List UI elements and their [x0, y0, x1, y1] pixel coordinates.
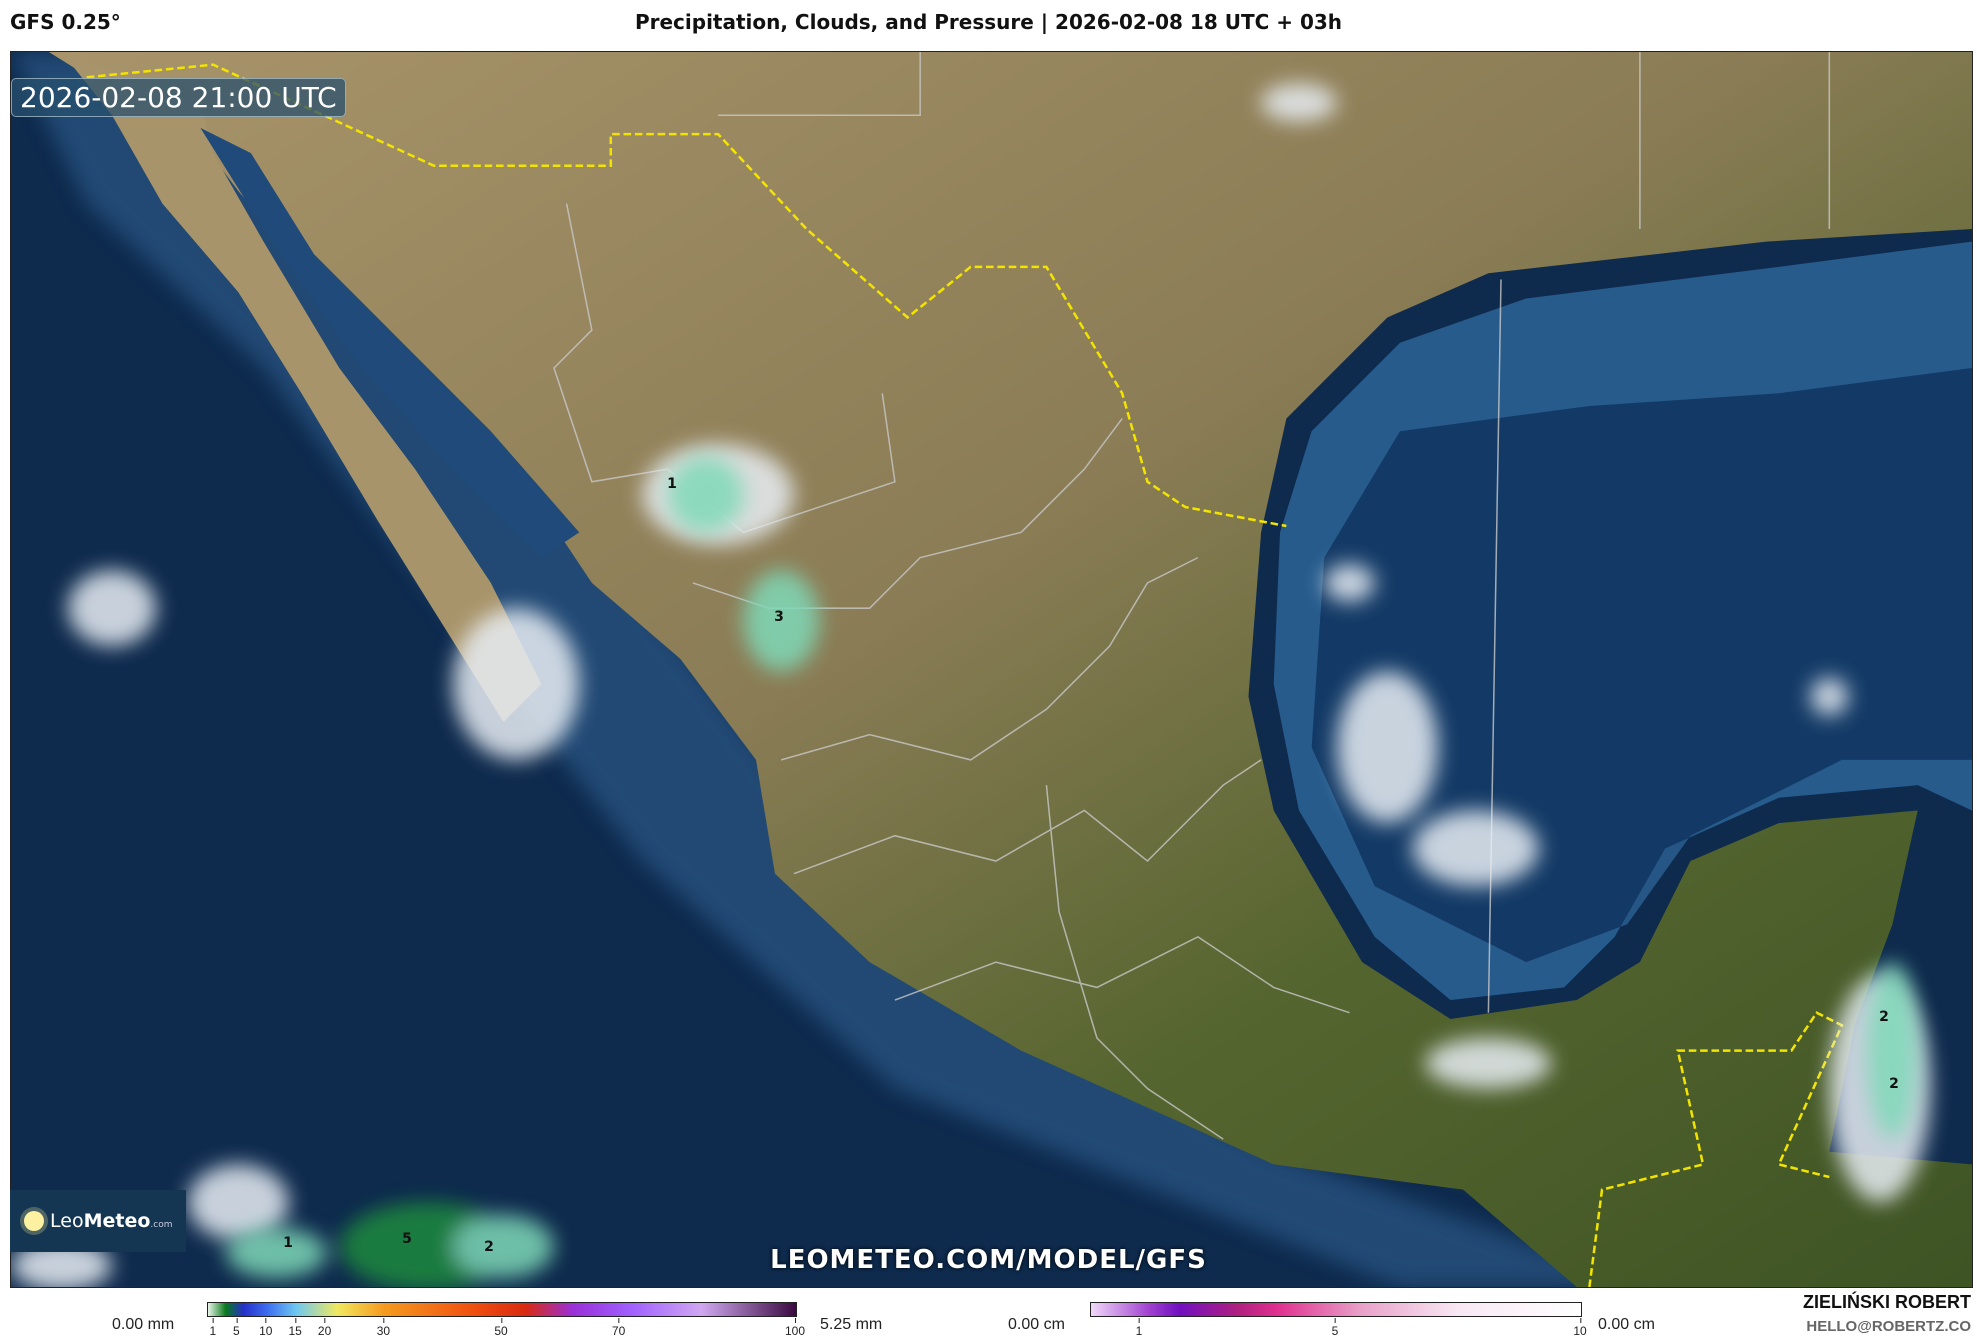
legend-tick: 1	[209, 1318, 217, 1338]
precip-label: 3	[774, 609, 784, 625]
logo-com: .com	[150, 1220, 173, 1230]
precip-label: 1	[283, 1235, 293, 1251]
precip-label: 1	[667, 476, 677, 492]
legend-tick: 10	[259, 1318, 273, 1338]
guatemala-belize-border	[1588, 1011, 1844, 1287]
precip-colorbar	[207, 1302, 797, 1317]
legend-tick: 30	[376, 1318, 391, 1338]
legend-tick: 70	[611, 1318, 626, 1338]
chart-title: Precipitation, Clouds, and Pressure | 20…	[634, 10, 1343, 34]
snow-colorbar	[1090, 1302, 1582, 1317]
legend-tick: 50	[494, 1318, 508, 1338]
legend-tick: 5	[1331, 1318, 1339, 1338]
legend-tick: 1	[1135, 1318, 1143, 1338]
legend-tick: 10	[1573, 1318, 1587, 1338]
leometeo-logo[interactable]: LeoMeteo.com	[10, 1190, 186, 1252]
valid-time-stamp: 2026-02-08 21:00 UTC	[11, 78, 346, 117]
precip-legend-min: 0.00 mm	[112, 1316, 175, 1333]
precip-label: 2	[484, 1239, 494, 1255]
logo-meteo: Meteo	[83, 1210, 151, 1232]
map-canvas	[11, 52, 1972, 1287]
author-name: ZIELIŃSKI ROBERT	[1802, 1292, 1971, 1312]
legend-tick: 20	[317, 1318, 332, 1338]
gulf-shelf	[1273, 241, 1972, 1001]
baja-california	[61, 52, 542, 722]
us-mexico-border	[86, 63, 1287, 528]
author-email[interactable]: HELLO@ROBERTZ.CO	[1806, 1318, 1971, 1335]
legend-tick: 5	[233, 1318, 240, 1338]
sun-icon	[24, 1211, 44, 1231]
land-mainland	[48, 52, 1972, 1287]
precip-label: 5	[402, 1231, 412, 1247]
precip-label: 2	[1889, 1076, 1899, 1092]
watermark: LEOMETEO.COM/MODEL/GFS	[770, 1245, 1207, 1275]
legend-tick: 100	[784, 1318, 806, 1338]
model-label: GFS 0.25°	[10, 10, 121, 34]
precipitation-areas	[225, 456, 1918, 1287]
gulf-of-mexico	[1273, 241, 1972, 1001]
precip-legend-max: 5.25 mm	[820, 1316, 883, 1333]
snow-legend-min: 0.00 cm	[1008, 1316, 1065, 1333]
gulf-of-california	[200, 127, 580, 558]
legend-tick: 15	[288, 1318, 302, 1338]
weather-map[interactable]: 1 3 1 5 2 2 2	[10, 51, 1973, 1288]
precip-label: 2	[1879, 1009, 1889, 1025]
snow-legend-max: 0.00 cm	[1598, 1316, 1655, 1333]
logo-leo: Leo	[50, 1210, 84, 1232]
